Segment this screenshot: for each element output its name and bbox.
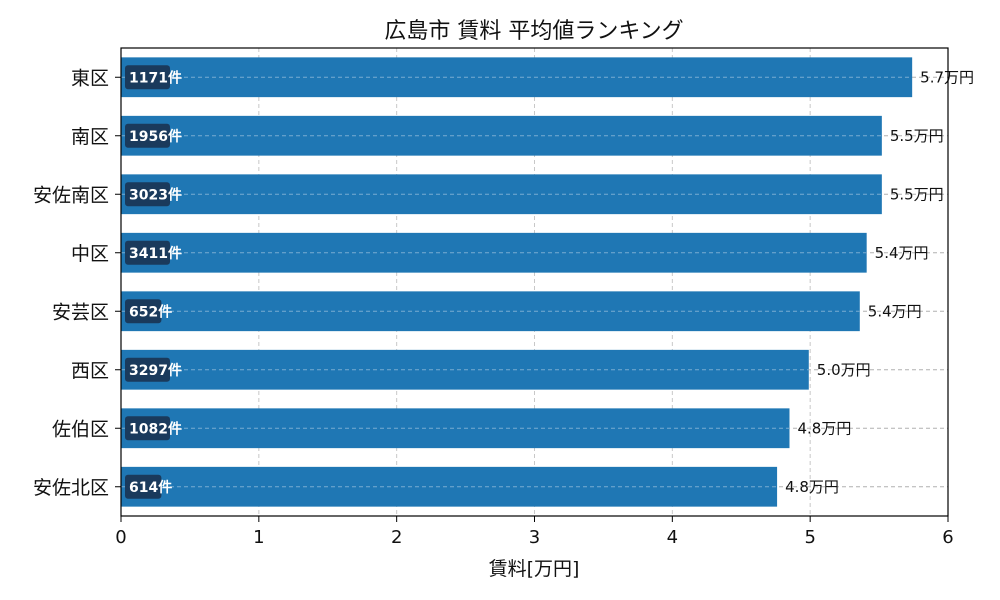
count-label: 1956件 [129, 128, 182, 145]
x-tick-label: 3 [529, 527, 540, 548]
value-label: 4.8万円 [785, 478, 839, 496]
category-label: 安佐北区 [33, 477, 109, 499]
category-label: 西区 [71, 360, 109, 382]
category-label: 東区 [71, 67, 109, 89]
x-tick-label: 6 [942, 527, 953, 548]
value-label: 5.0万円 [817, 361, 871, 379]
x-tick-label: 2 [391, 527, 402, 548]
bar [121, 408, 790, 449]
value-label: 5.4万円 [875, 244, 929, 262]
value-label: 5.4万円 [868, 302, 922, 320]
value-label: 4.8万円 [797, 419, 851, 437]
count-badge [125, 299, 162, 324]
category-label: 南区 [71, 126, 109, 148]
x-tick-label: 1 [253, 527, 264, 548]
count-label: 614件 [129, 479, 172, 496]
x-axis-label: 賃料[万円] [489, 558, 580, 580]
count-badge [125, 416, 170, 441]
x-tick-label: 5 [804, 527, 815, 548]
count-label: 652件 [129, 303, 172, 320]
count-badge [125, 357, 170, 382]
value-label: 5.5万円 [890, 185, 944, 203]
count-label: 3023件 [129, 186, 182, 203]
x-axis-ticks: 0 1 2 3 4 5 6 [115, 516, 954, 548]
chart-title: 広島市 賃料 平均値ランキング [384, 19, 683, 44]
x-tick-label: 0 [115, 527, 126, 548]
value-label: 5.5万円 [890, 127, 944, 145]
count-badge [125, 182, 170, 207]
category-label: 中区 [71, 243, 109, 265]
count-label: 3411件 [129, 245, 182, 262]
x-tick-label: 4 [667, 527, 678, 548]
bar [121, 291, 860, 332]
count-badge [125, 240, 170, 265]
count-label: 1082件 [129, 420, 182, 437]
value-label: 5.7万円 [920, 68, 974, 86]
count-badge [125, 65, 170, 90]
count-badge [125, 474, 162, 499]
count-badge [125, 123, 170, 148]
count-label: 1171件 [129, 69, 182, 86]
category-label: 安芸区 [52, 301, 109, 323]
bars [121, 57, 913, 507]
bar-labels: 1171件 5.7万円 1956件 5.5万円 3023件 5.5万円 3411件 5.4万円… [125, 65, 974, 499]
count-label: 3297件 [129, 362, 182, 379]
category-label: 安佐南区 [33, 184, 109, 206]
category-label: 佐伯区 [52, 418, 109, 440]
